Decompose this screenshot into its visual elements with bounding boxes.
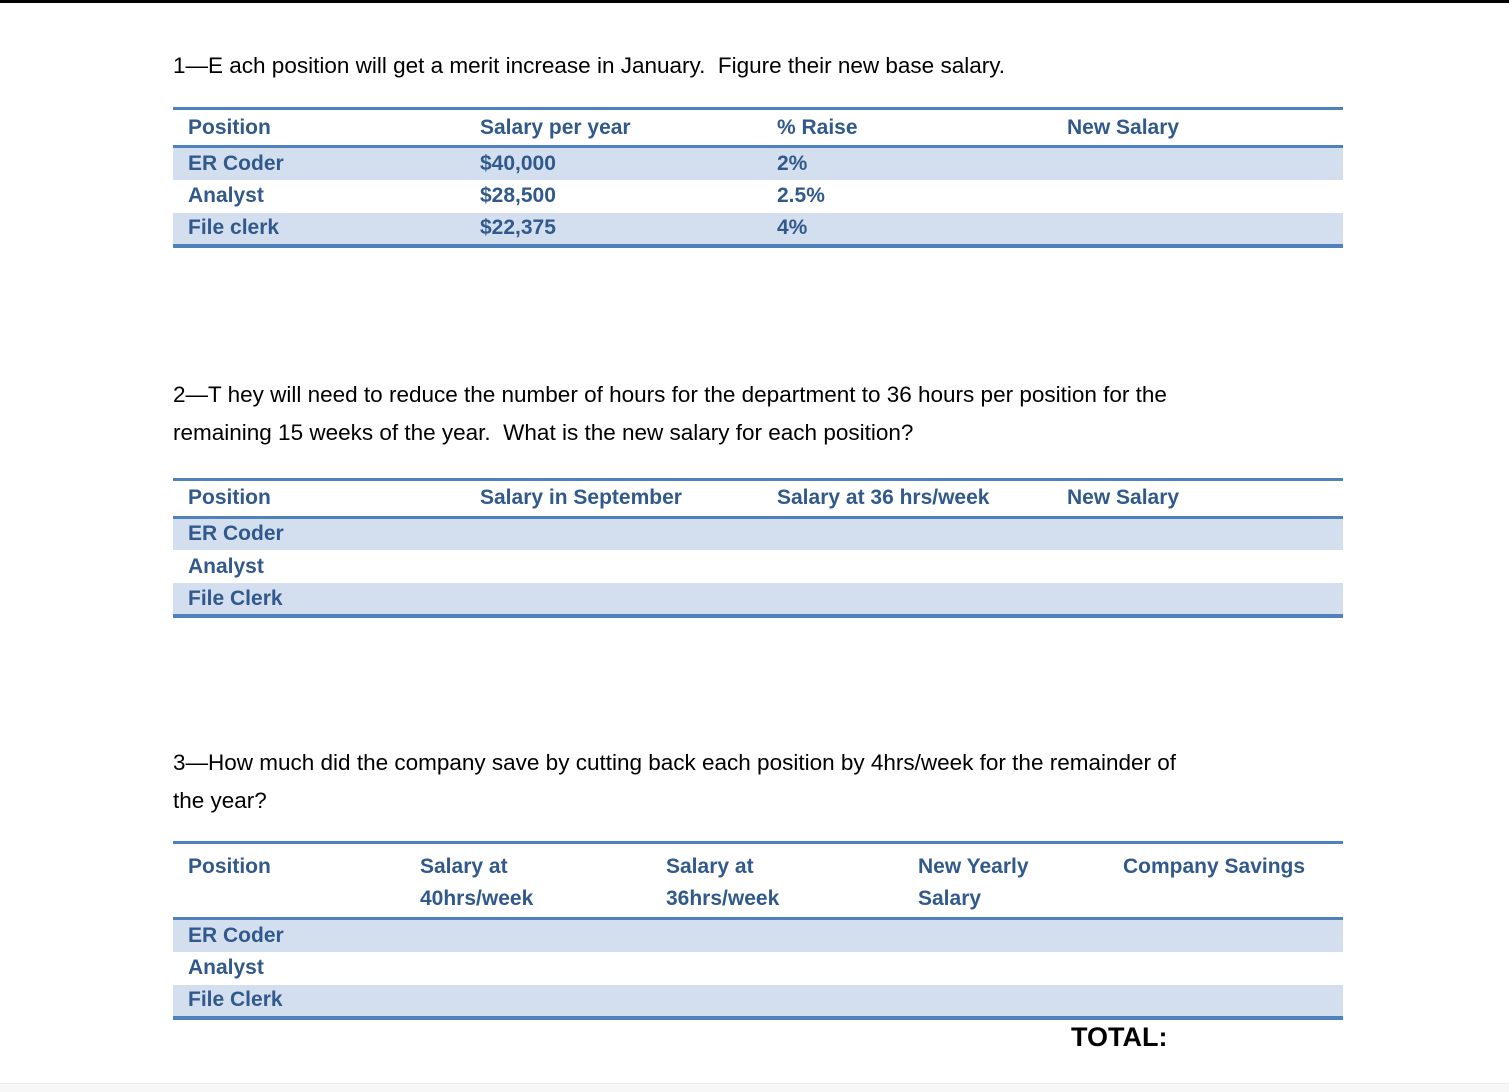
position-cell: File Clerk	[188, 586, 283, 610]
empty-cell	[651, 952, 903, 985]
empty-cell	[762, 517, 1052, 550]
position-cell: Analyst	[188, 956, 264, 979]
position-cell: File Clerk	[188, 988, 283, 1011]
table-row-file-clerk: File clerk $22,375 4%	[173, 212, 1343, 246]
table-row-er-coder: ER Coder	[173, 517, 1343, 550]
table1-header-new-salary: New Salary	[1067, 115, 1180, 139]
table-row-er-coder: ER Coder $40,000 2%	[173, 146, 1343, 180]
empty-cell	[903, 952, 1108, 985]
empty-cell	[465, 517, 762, 550]
empty-cell	[405, 919, 651, 952]
table3-header-position: Position	[188, 855, 271, 878]
salary-cell: $28,500	[480, 184, 556, 207]
bottom-window-edge-bar	[0, 1083, 1509, 1092]
position-cell: File clerk	[188, 216, 280, 239]
empty-cell	[465, 550, 762, 583]
raise-cell: 2%	[777, 151, 808, 175]
worksheet-page: 1—E ach position will get a merit increa…	[173, 0, 1343, 1053]
table3-header-company-savings: Company Savings	[1123, 855, 1306, 878]
position-cell: ER Coder	[188, 923, 284, 947]
table1-header-raise: % Raise	[777, 115, 858, 139]
position-cell: ER Coder	[188, 522, 284, 546]
table1-header-salary-per-year: Salary per year	[480, 115, 631, 139]
empty-cell	[465, 583, 762, 616]
table-row-file-clerk: File Clerk	[173, 984, 1343, 1018]
new-salary-cell	[1052, 180, 1343, 213]
top-window-edge-bar	[0, 0, 1509, 3]
new-salary-cell	[1052, 213, 1343, 246]
empty-cell	[1052, 517, 1343, 550]
table1-header-row: Position Salary per year % Raise New Sal…	[173, 109, 1343, 147]
table-row-analyst: Analyst	[173, 952, 1343, 985]
new-salary-cell	[1052, 147, 1343, 180]
empty-cell	[1052, 583, 1343, 616]
empty-cell	[1108, 985, 1343, 1018]
table2-header-salary-september: Salary in September	[480, 486, 682, 509]
table3-header-new-yearly-salary: New Yearly Salary	[918, 855, 1029, 910]
empty-cell	[762, 550, 1052, 583]
table-row-analyst: Analyst $28,500 2.5%	[173, 180, 1343, 213]
table-row-file-clerk: File Clerk	[173, 583, 1343, 616]
empty-cell	[903, 985, 1108, 1018]
empty-cell	[405, 952, 651, 985]
table2-header-position: Position	[188, 486, 271, 509]
table1-header-position: Position	[188, 115, 271, 139]
question-2-text: 2—T hey will need to reduce the number o…	[173, 381, 1167, 445]
table3-header-salary-36hrs: Salary at 36hrs/week	[666, 855, 780, 910]
table3-header-salary-40hrs: Salary at 40hrs/week	[420, 855, 534, 910]
empty-cell	[762, 583, 1052, 616]
empty-cell	[1108, 952, 1343, 985]
merit-increase-table: Position Salary per year % Raise New Sal…	[173, 107, 1343, 248]
total-label: TOTAL:	[1071, 1021, 1168, 1052]
table2-header-new-salary: New Salary	[1067, 486, 1180, 509]
table2-header-row: Position Salary in September Salary at 3…	[173, 479, 1343, 517]
reduced-hours-table: Position Salary in September Salary at 3…	[173, 477, 1343, 618]
position-cell: Analyst	[188, 184, 264, 207]
position-cell: ER Coder	[188, 151, 284, 175]
company-savings-table: Position Salary at 40hrs/week Salary at …	[173, 841, 1343, 1020]
question-1-text: 1—E ach position will get a merit increa…	[173, 53, 1006, 78]
position-cell: Analyst	[188, 554, 264, 578]
empty-cell	[1052, 550, 1343, 583]
empty-cell	[405, 985, 651, 1018]
question-3-text: 3—How much did the company save by cutti…	[173, 750, 1177, 813]
empty-cell	[903, 919, 1108, 952]
table2-header-salary-36hrs: Salary at 36 hrs/week	[777, 486, 990, 509]
table-row-analyst: Analyst	[173, 550, 1343, 583]
raise-cell: 2.5%	[777, 184, 825, 207]
salary-cell: $40,000	[480, 151, 556, 175]
empty-cell	[651, 985, 903, 1018]
empty-cell	[651, 919, 903, 952]
empty-cell	[1108, 919, 1343, 952]
salary-cell: $22,375	[480, 216, 556, 239]
table-row-er-coder: ER Coder	[173, 918, 1343, 952]
table3-header-row: Position Salary at 40hrs/week Salary at …	[173, 843, 1343, 919]
raise-cell: 4%	[777, 216, 808, 239]
